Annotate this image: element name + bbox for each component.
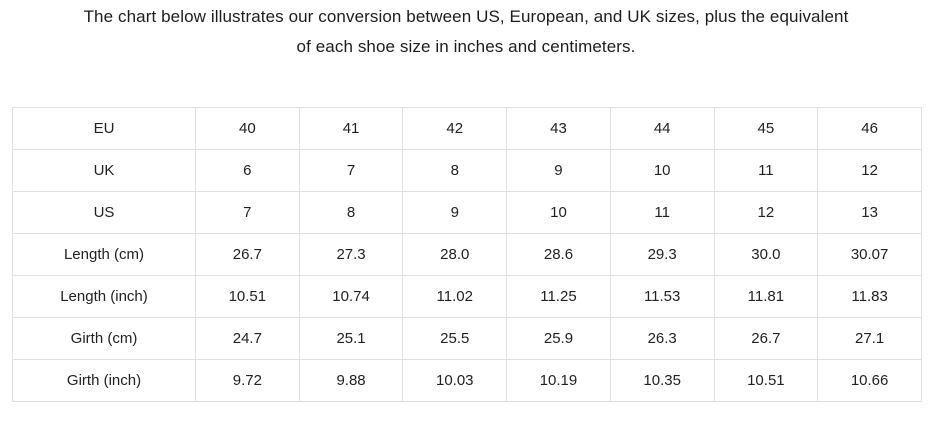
value-cell: 10.51 <box>195 275 300 318</box>
value-cell: 9 <box>506 149 611 192</box>
value-cell: 28.6 <box>506 233 611 276</box>
value-cell: 26.7 <box>195 233 300 276</box>
table-row: UK 6 7 8 9 10 11 12 <box>12 149 922 192</box>
title-line-2: of each shoe size in inches and centimet… <box>296 37 636 56</box>
value-cell: 27.3 <box>298 233 404 276</box>
value-cell: 6 <box>195 149 300 192</box>
value-cell: 10.35 <box>609 359 715 402</box>
value-cell: 29.3 <box>609 233 715 276</box>
table-row: EU 40 41 42 43 44 45 46 <box>12 107 922 150</box>
table-row: Length (inch) 10.51 10.74 11.02 11.25 11.53 11… <box>12 275 922 318</box>
row-label: Girth (cm) <box>12 317 196 360</box>
value-cell: 10.03 <box>402 359 508 402</box>
value-cell: 44 <box>609 107 715 150</box>
value-cell: 30.0 <box>713 233 819 276</box>
value-cell: 11.25 <box>506 275 611 318</box>
row-label: Girth (inch) <box>12 359 196 402</box>
value-cell: 46 <box>817 107 922 150</box>
value-cell: 30.07 <box>817 233 922 276</box>
value-cell: 25.1 <box>298 317 404 360</box>
value-cell: 27.1 <box>817 317 922 360</box>
value-cell: 9 <box>402 191 508 234</box>
table-row: Length (cm) 26.7 27.3 28.0 28.6 29.3 30.0 30.07 <box>12 233 922 276</box>
table-row: Girth (inch) 9.72 9.88 10.03 10.19 10.35 10.51… <box>12 359 922 402</box>
value-cell: 10.74 <box>298 275 404 318</box>
value-cell: 28.0 <box>402 233 508 276</box>
row-label: UK <box>12 149 196 192</box>
title-line-1: The chart below illustrates our conversi… <box>83 7 849 26</box>
row-label: Length (inch) <box>12 275 196 318</box>
value-cell: 13 <box>817 191 922 234</box>
value-cell: 26.7 <box>713 317 819 360</box>
value-cell: 8 <box>402 149 508 192</box>
value-cell: 24.7 <box>195 317 300 360</box>
value-cell: 10.19 <box>506 359 611 402</box>
value-cell: 11 <box>713 149 819 192</box>
value-cell: 8 <box>298 191 404 234</box>
row-label: US <box>12 191 196 234</box>
row-label: EU <box>12 107 196 150</box>
value-cell: 10.66 <box>817 359 922 402</box>
value-cell: 12 <box>713 191 819 234</box>
value-cell: 12 <box>817 149 922 192</box>
table-row: US 7 8 9 10 11 12 13 <box>12 191 922 234</box>
value-cell: 41 <box>298 107 404 150</box>
table-container: EU 40 41 42 43 44 45 46 UK 6 7 8 9 10 11 12 US 7 8 9 10 11 12 1… <box>12 107 922 402</box>
value-cell: 40 <box>195 107 300 150</box>
value-cell: 26.3 <box>609 317 715 360</box>
page-title: The chart below illustrates our conversi… <box>0 0 932 62</box>
value-cell: 7 <box>195 191 300 234</box>
value-cell: 45 <box>713 107 819 150</box>
value-cell: 10 <box>609 149 715 192</box>
value-cell: 9.88 <box>298 359 404 402</box>
value-cell: 9.72 <box>195 359 300 402</box>
value-cell: 11.02 <box>402 275 508 318</box>
value-cell: 11.53 <box>609 275 715 318</box>
value-cell: 43 <box>506 107 611 150</box>
value-cell: 10.51 <box>713 359 819 402</box>
value-cell: 11.83 <box>817 275 922 318</box>
value-cell: 42 <box>402 107 508 150</box>
value-cell: 10 <box>506 191 611 234</box>
value-cell: 25.5 <box>402 317 508 360</box>
size-conversion-table: EU 40 41 42 43 44 45 46 UK 6 7 8 9 10 11 12 US 7 8 9 10 11 12 1… <box>12 107 922 402</box>
value-cell: 11 <box>609 191 715 234</box>
value-cell: 7 <box>298 149 404 192</box>
value-cell: 11.81 <box>713 275 819 318</box>
value-cell: 25.9 <box>506 317 611 360</box>
row-label: Length (cm) <box>12 233 196 276</box>
table-row: Girth (cm) 24.7 25.1 25.5 25.9 26.3 26.7 27.1 <box>12 317 922 360</box>
